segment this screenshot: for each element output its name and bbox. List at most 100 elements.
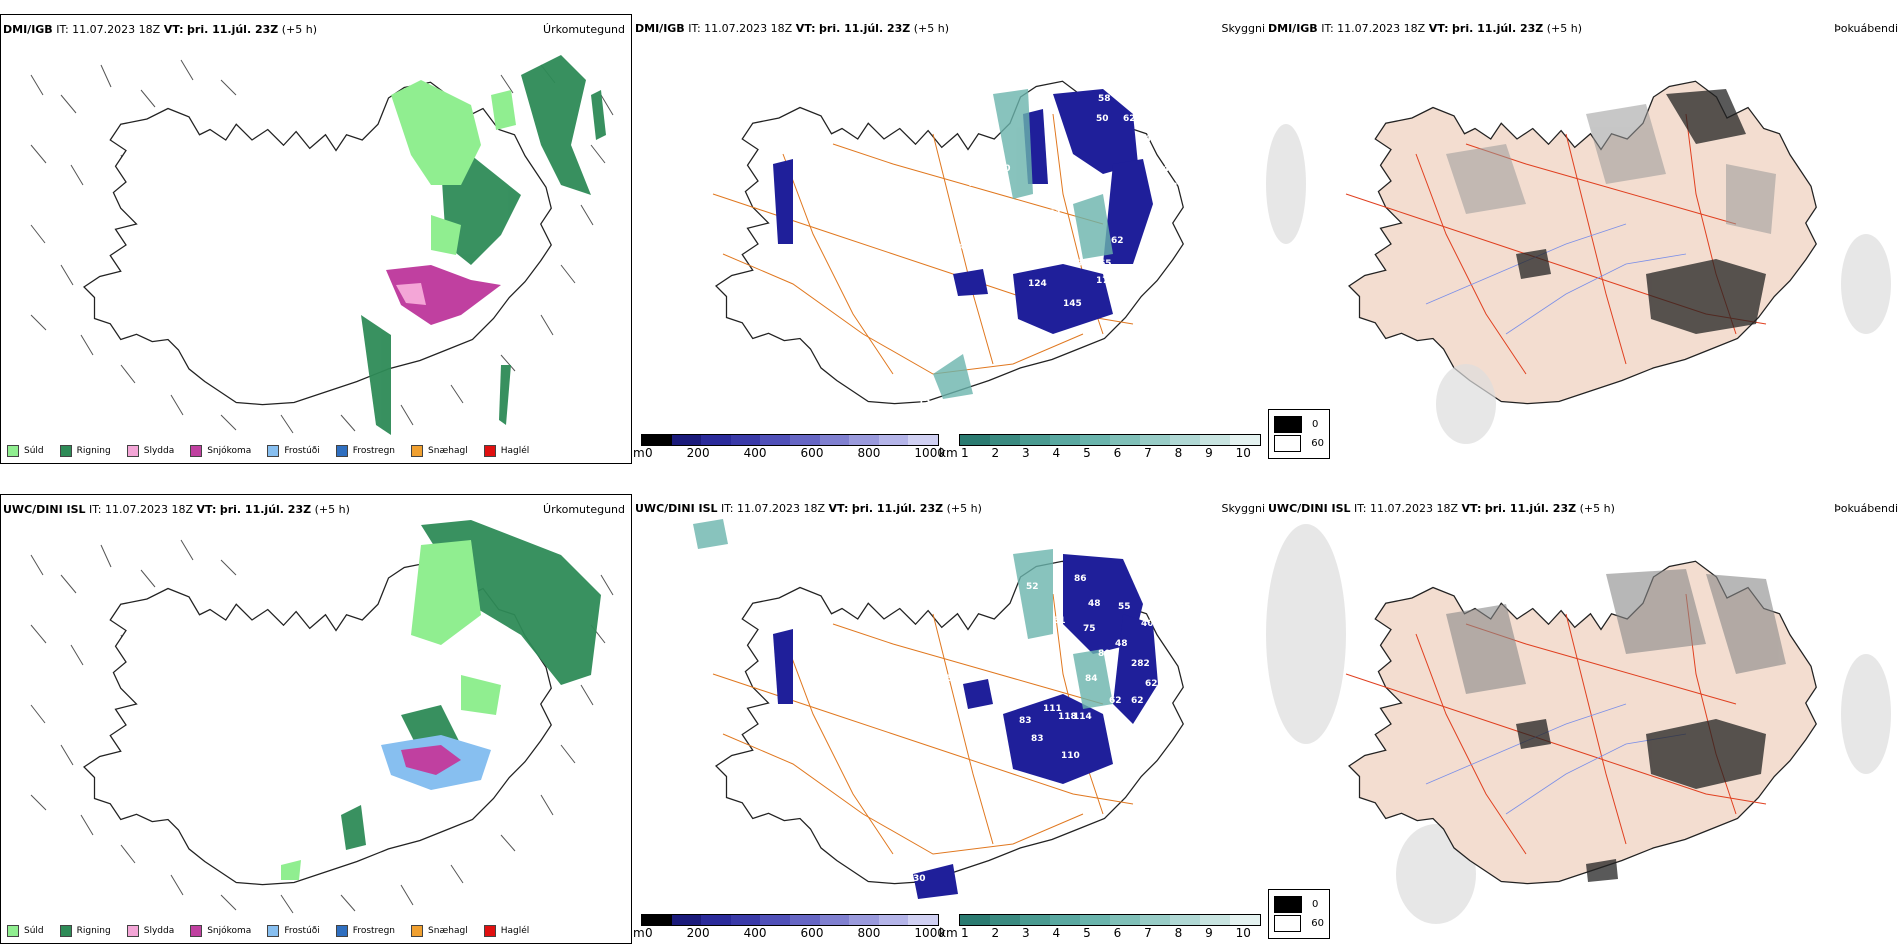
vis-label: 62 [1109,696,1122,706]
cloud-map [1266,80,1891,444]
legend-item: Rigning [59,925,111,937]
vis-label: 55 [1118,602,1131,612]
visibility-map [693,519,1184,899]
legend-item: Haglél [483,445,529,457]
cloud-panel-bottom: UWC/DINI ISL IT: 11.07.2023 18Z VT: þri.… [1266,494,1898,944]
vis-label: 104 [946,242,965,252]
vis-label: 84 [1085,674,1098,684]
vis-label: 80 [833,224,846,234]
legend-item: Súld [7,925,44,937]
panel-title: Þokuábendi [1834,502,1898,515]
legend-swatch [126,925,139,937]
vis-label: 52 [1026,582,1039,592]
legend-swatch [7,445,19,457]
visibility-panel-top: DMI/IGB IT: 11.07.2023 18Z VT: þri. 11.j… [633,14,1265,464]
vis-label: 57 [1158,199,1171,209]
vis-label: 60 [998,164,1011,174]
vis-label: 80 [793,594,806,604]
vis-label: 72 [1061,649,1074,659]
cloud-legend: 0 60 [1268,889,1330,939]
vis-label: 48 [1088,599,1101,609]
vis-label: 13 [918,399,931,409]
vis-label: 282 [1131,659,1150,669]
vis-label: 118 [1058,712,1077,722]
vis-label: 67 [1049,129,1062,139]
panel-header: UWC/DINI ISL IT: 11.07.2023 18Z VT: þri.… [3,503,350,516]
vis-label: 38 [1173,619,1186,629]
legend-swatch [190,925,203,937]
legend-item: Snæhagl [411,445,468,457]
vis-label: 12 [933,856,946,866]
vis-label: 51 [1053,616,1066,626]
vis-label: 28 [993,179,1006,189]
vis-label: 55 [1048,674,1061,684]
vis-label: 53 [1165,182,1178,192]
vis-label: 48 [1115,639,1128,649]
vis-label: 75 [1083,624,1096,634]
vis-label: 62 [1111,236,1124,246]
panel-title: Skyggni [1221,22,1265,35]
vis-label: 114 [1073,712,1092,722]
cloud-legend: 0 60 [1268,409,1330,459]
visibility-colorbar-km [959,434,1261,446]
vis-label: 62 [1131,696,1144,706]
vis-label: 18 [793,164,806,174]
vis-label: 171 [1096,276,1115,286]
vis-label: 30 [913,874,926,884]
legend-swatch [483,445,496,457]
legend-swatch [267,445,280,457]
vis-label: 65 [1099,259,1112,269]
panel-header: DMI/IGB IT: 11.07.2023 18Z VT: þri. 11.j… [3,23,318,36]
unit-km: km [939,926,958,940]
legend-item: Snjókoma [190,445,251,457]
vis-label: 124 [1028,279,1047,289]
cloud-legend-item: 60 [1274,435,1324,452]
vis-label: 83 [1019,716,1032,726]
legend-swatch [1274,416,1302,433]
precip-legend: Súld Rigning Slydda Snjókoma Frostúði Fr… [7,925,529,937]
visibility-colorbar-m [641,434,939,446]
vis-label: 145 [1063,299,1082,309]
vis-label: 70 [1029,689,1042,699]
precip-panel-bottom: UWC/DINI ISL IT: 11.07.2023 18Z VT: þri.… [0,494,632,944]
legend-swatch [267,925,280,937]
cloud-legend-item: 60 [1274,915,1324,932]
legend-swatch [7,925,19,937]
panel-header: UWC/DINI ISL IT: 11.07.2023 18Z VT: þri.… [635,502,982,515]
legend-item: Frostúði [267,925,320,937]
vis-label: 62 [1123,114,1136,124]
unit-m: m [633,446,645,460]
legend-item: Haglél [483,925,529,937]
vis-label: 48 [1163,164,1176,174]
vis-label: 58 [946,674,959,684]
vis-label: 111 [1043,704,1062,714]
legend-item: Rigning [59,445,111,457]
panel-header: DMI/IGB IT: 11.07.2023 18Z VT: þri. 11.j… [1268,22,1583,35]
legend-item: Frostregn [335,445,395,457]
legend-item: Frostregn [335,925,395,937]
legend-swatch [1274,896,1302,913]
vis-label: 58 [1098,94,1111,104]
cloud-legend-item: 0 [1274,896,1324,913]
legend-item: Frostúði [267,445,320,457]
panel-header: DMI/IGB IT: 11.07.2023 18Z VT: þri. 11.j… [635,22,950,35]
legend-swatch [59,445,72,457]
precip-map [30,55,614,435]
vis-label: 80 [1098,649,1111,659]
legend-item: Súld [7,445,44,457]
legend-swatch [1274,435,1302,452]
visibility-ticks-km: 1 2 3 4 5 6 7 8 9 10 [961,446,1251,460]
legend-swatch [126,445,139,457]
legend-swatch [59,925,72,937]
legend-swatch [1274,915,1302,932]
legend-item: Slydda [126,445,174,457]
panel-title: Úrkomutegund [543,23,625,36]
cloud-panel-top: DMI/IGB IT: 11.07.2023 18Z VT: þri. 11.j… [1266,14,1898,464]
legend-swatch [190,445,203,457]
vis-label: 69 [1070,259,1083,269]
vis-label: 111 [1043,209,1062,219]
cloud-legend-item: 0 [1274,416,1324,433]
visibility-panel-bottom: UWC/DINI ISL IT: 11.07.2023 18Z VT: þri.… [633,494,1265,944]
precip-legend: Súld Rigning Slydda Snjókoma Frostúði Fr… [7,445,529,457]
legend-swatch [335,925,348,937]
